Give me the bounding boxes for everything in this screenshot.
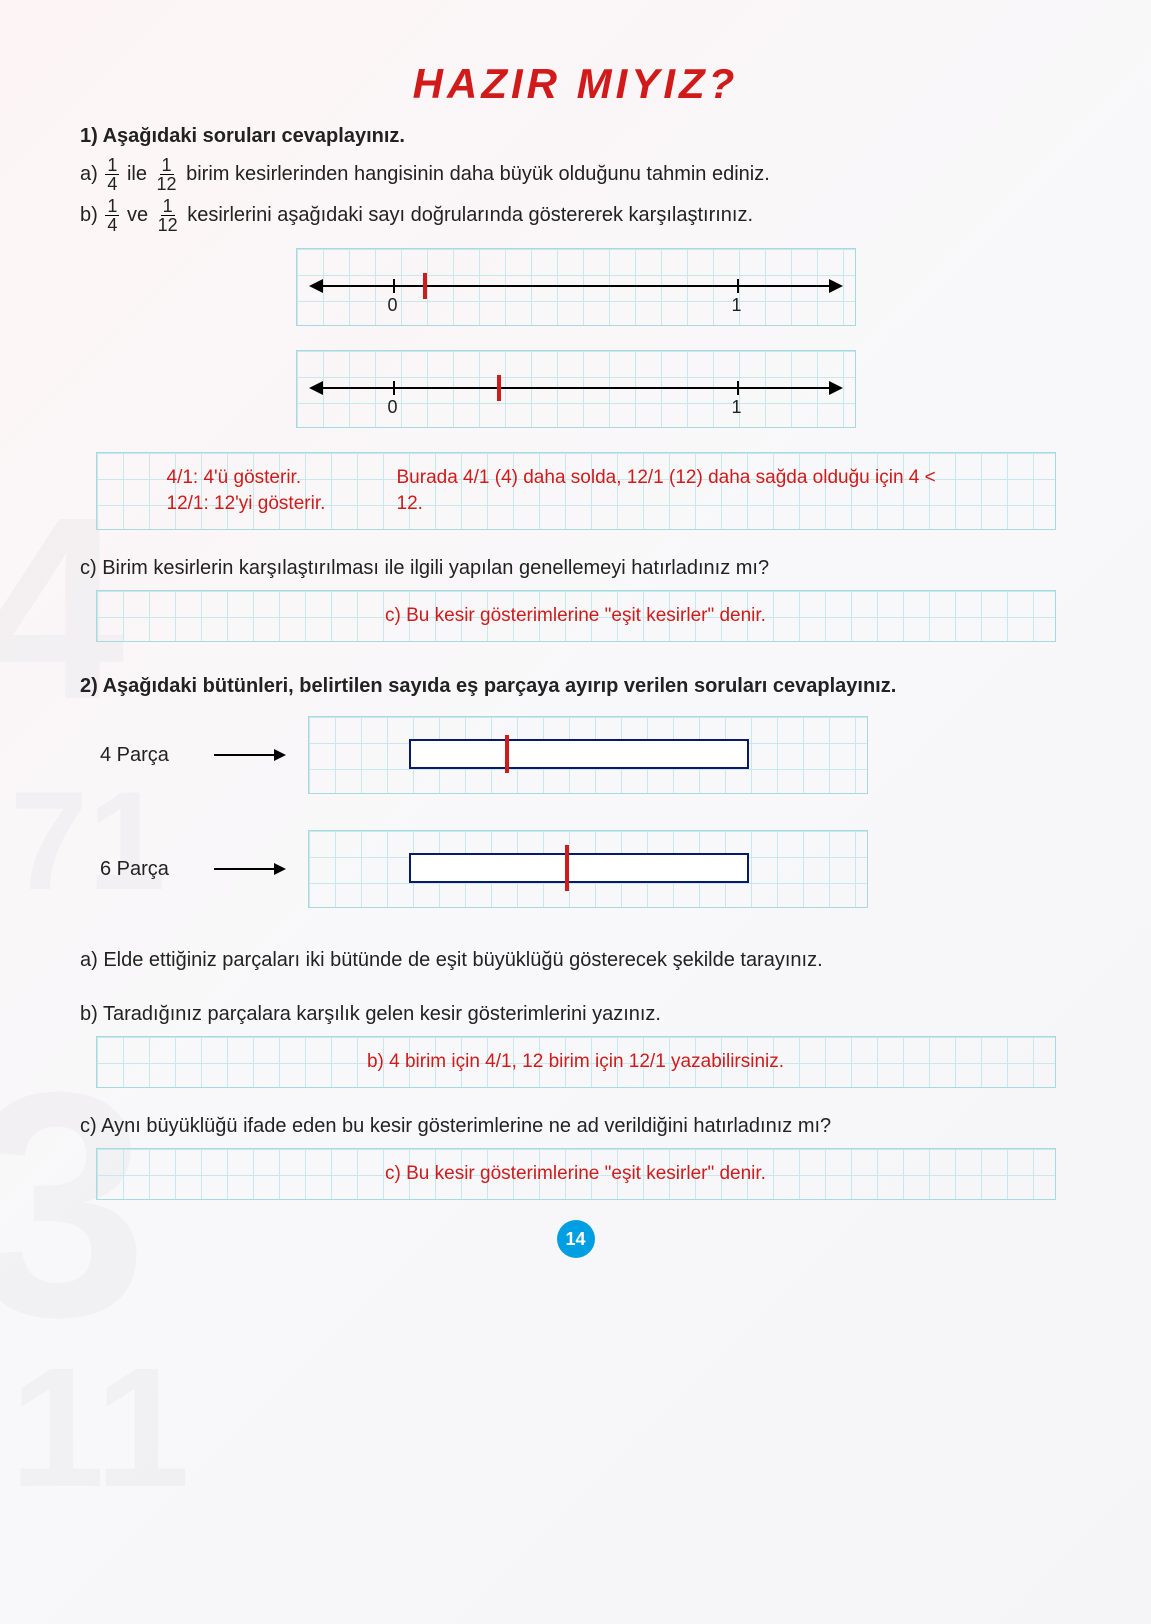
fraction-1-4: 1 4 bbox=[105, 197, 119, 234]
q1c-text: c) Birim kesirlerin karşılaştırılması il… bbox=[80, 552, 1071, 584]
q1c-answer-box: c) Bu kesir gösterimlerine "eşit kesirle… bbox=[96, 590, 1056, 642]
arrow-right-icon bbox=[829, 381, 843, 395]
q1b-line: b) 1 4 ve 1 12 kesirlerini aşağıdaki say… bbox=[80, 197, 1071, 234]
q1-heading: 1) Aşağıdaki soruları cevaplayınız. bbox=[80, 120, 1071, 152]
tick-one bbox=[737, 381, 739, 395]
q1c-answer: c) Bu kesir gösterimlerine "eşit kesirle… bbox=[385, 605, 766, 627]
q1b-prefix: b) bbox=[80, 204, 98, 226]
label-zero: 0 bbox=[387, 397, 397, 418]
answer-left-2: 12/1: 12'yi gösterir. bbox=[167, 493, 326, 515]
arrow-right-icon bbox=[829, 279, 843, 293]
red-marker bbox=[565, 845, 569, 891]
page-title: HAZIR MIYIZ? bbox=[80, 60, 1071, 108]
q1a-prefix: a) bbox=[80, 163, 98, 185]
page-number-badge: 14 bbox=[557, 1220, 595, 1258]
parca-4-label: 4 Parça bbox=[100, 744, 190, 767]
frac-num: 1 bbox=[105, 197, 119, 216]
q2c-answer: c) Bu kesir gösterimlerine "eşit kesirle… bbox=[385, 1163, 766, 1185]
answer-right: Burada 4/1 (4) daha solda, 12/1 (12) dah… bbox=[397, 465, 937, 516]
frac-den: 12 bbox=[156, 216, 180, 234]
red-marker bbox=[423, 273, 427, 299]
q1-answer-box: 4/1: 4'ü gösterir. 12/1: 12'yi gösterir.… bbox=[96, 452, 1056, 530]
q1b-mid: ve bbox=[127, 204, 148, 226]
arrow-right-icon bbox=[214, 754, 284, 756]
q2c-answer-box: c) Bu kesir gösterimlerine "eşit kesirle… bbox=[96, 1148, 1056, 1200]
red-marker bbox=[497, 375, 501, 401]
parca-6-grid bbox=[308, 830, 868, 908]
tick-zero bbox=[393, 381, 395, 395]
frac-den: 4 bbox=[105, 175, 119, 193]
answer-left-1: 4/1: 4'ü gösterir. bbox=[167, 467, 302, 489]
q1a-tail: birim kesirlerinden hangisinin daha büyü… bbox=[186, 163, 770, 185]
q2-heading: 2) Aşağıdaki bütünleri, belirtilen sayıd… bbox=[80, 670, 1071, 702]
q1a-mid: ile bbox=[127, 163, 147, 185]
frac-den: 12 bbox=[155, 175, 179, 193]
fraction-1-12: 1 12 bbox=[156, 197, 180, 234]
q1a-line: a) 1 4 ile 1 12 birim kesirlerinden hang… bbox=[80, 156, 1071, 193]
q2b-text: b) Taradığınız parçalara karşılık gelen … bbox=[80, 998, 1071, 1030]
tick-zero bbox=[393, 279, 395, 293]
frac-den: 4 bbox=[105, 216, 119, 234]
tick-one bbox=[737, 279, 739, 293]
parca-4-grid bbox=[308, 716, 868, 794]
q1b-tail: kesirlerini aşağıdaki sayı doğrularında … bbox=[187, 204, 753, 226]
q2a-text: a) Elde ettiğiniz parçaları iki bütünde … bbox=[80, 944, 1071, 976]
number-line-1: 0 1 bbox=[296, 248, 856, 326]
parca-4-row: 4 Parça bbox=[100, 716, 1071, 794]
parca-6-row: 6 Parça bbox=[100, 830, 1071, 908]
q2b-answer: b) 4 birim için 4/1, 12 birim için 12/1 … bbox=[367, 1051, 784, 1073]
arrow-right-icon bbox=[214, 868, 284, 870]
label-zero: 0 bbox=[387, 295, 397, 316]
parca-6-label: 6 Parça bbox=[100, 858, 190, 881]
frac-num: 1 bbox=[105, 156, 119, 175]
fraction-1-12: 1 12 bbox=[155, 156, 179, 193]
frac-num: 1 bbox=[161, 197, 175, 216]
frac-num: 1 bbox=[160, 156, 174, 175]
red-marker bbox=[505, 735, 509, 773]
q2b-answer-box: b) 4 birim için 4/1, 12 birim için 12/1 … bbox=[96, 1036, 1056, 1088]
fraction-1-4: 1 4 bbox=[105, 156, 119, 193]
q2c-text: c) Aynı büyüklüğü ifade eden bu kesir gö… bbox=[80, 1110, 1071, 1142]
parca-6-bar bbox=[409, 853, 749, 883]
number-line-2: 0 1 bbox=[296, 350, 856, 428]
label-one: 1 bbox=[731, 295, 741, 316]
parca-4-bar bbox=[409, 739, 749, 769]
label-one: 1 bbox=[731, 397, 741, 418]
